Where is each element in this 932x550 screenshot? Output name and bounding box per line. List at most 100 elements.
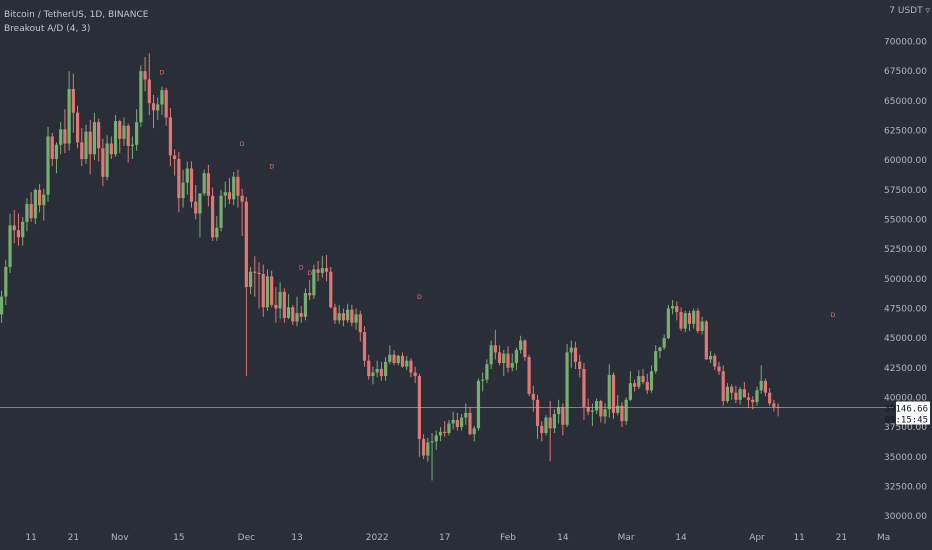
candle [557,399,561,424]
price-tick-label[interactable]: 67500.00 [884,67,927,77]
price-tick-label[interactable]: 30000.00 [884,512,927,522]
candle [232,172,236,206]
candle-body [725,386,730,401]
price-tick-label[interactable]: 65000.00 [884,97,927,107]
candle-body [620,405,624,422]
distribution-marker: D [269,163,274,170]
candle-body [388,354,392,362]
candle-body [455,419,459,428]
time-tick-label[interactable]: Mar [618,533,635,543]
candle [324,255,329,282]
time-tick-label[interactable]: 14 [675,533,687,543]
candle [92,112,97,161]
price-tick-label[interactable]: 60000.00 [884,156,927,166]
currency-label[interactable]: 7 USDT ▿ [889,6,930,16]
candle [147,53,151,116]
candle-body [308,293,312,296]
candle [519,335,523,354]
indicator-title[interactable]: Breakout A/D (4, 3) [4,24,91,34]
candle [282,288,286,323]
candle [523,339,527,361]
candle-body [257,272,261,275]
candle [67,71,71,151]
candle-body [324,268,329,272]
candle [54,142,59,174]
candle [388,345,392,365]
time-tick-label[interactable]: Feb [500,533,516,543]
candle-body [341,313,346,321]
candle [578,354,582,378]
candle-body [295,313,299,322]
candle-body [413,372,417,377]
symbol-title[interactable]: Bitcoin / TetherUS, 1D, BINANCE [4,10,149,20]
price-tick-label[interactable]: 50000.00 [884,275,927,285]
price-tick-label[interactable]: 42500.00 [884,364,927,374]
candle-body [624,399,628,422]
candle [481,372,485,392]
candle [628,371,632,401]
distribution-marker: D [299,264,304,271]
price-tick-label[interactable]: 55000.00 [884,215,927,225]
time-tick-label[interactable]: 17 [439,533,450,543]
time-tick-label[interactable]: Apr [749,533,765,543]
candle [185,161,189,195]
price-tick-label[interactable]: 32500.00 [884,482,927,492]
time-tick-label[interactable]: 13 [291,533,302,543]
price-axis[interactable]: 30000.00 32500.00 35000.00 37500.00 40000.00… [884,38,927,523]
price-tick-label[interactable]: 52500.00 [884,245,927,255]
candle-body [219,195,223,228]
candle [544,415,548,436]
time-tick-label[interactable]: 2022 [366,533,389,543]
candle-body [405,360,409,367]
candle-body [101,148,105,177]
candle [527,354,531,397]
price-tick-label[interactable]: 45000.00 [884,334,927,344]
time-tick-label[interactable]: Nov [111,533,129,543]
time-tick-label[interactable]: 15 [173,533,184,543]
price-tick-label[interactable]: 70000.00 [884,38,927,48]
price-tick-label[interactable]: 40000.00 [884,393,927,403]
time-tick-label[interactable]: 21 [68,533,79,543]
price-tick-label[interactable]: 37500.00 [884,423,927,433]
candle-body [16,230,21,238]
candle [704,320,708,360]
candle-body [270,276,274,305]
candle-body [29,204,33,219]
candle-body [772,403,776,407]
candle [151,94,156,129]
candle [16,213,21,246]
time-tick-label[interactable]: 11 [25,533,36,543]
candle [177,151,181,213]
candle-body [611,374,616,413]
candle-body [548,417,552,429]
candle [299,306,303,323]
candle [206,164,210,207]
candle-body [316,269,320,273]
candle [510,353,514,372]
price-tick-label[interactable]: 62500.00 [884,127,927,137]
candle-body [240,195,244,202]
candle [776,403,780,417]
time-tick-label[interactable]: Ma [877,533,890,543]
candle-body [493,345,497,353]
currency-dropdown-icon[interactable]: ▿ [925,6,930,16]
candle [219,189,223,232]
candle-body [595,400,599,411]
candle [400,352,405,368]
candle-body [147,79,151,104]
price-tick-label[interactable]: 57500.00 [884,186,927,196]
candle [616,395,620,416]
candle [687,310,692,331]
time-tick-label[interactable]: 21 [836,533,847,543]
candle [447,419,451,436]
time-tick-label[interactable]: Dec [238,533,255,543]
time-axis[interactable]: 11 21 Nov 15 Dec 13 2022 17 Feb 14 Mar 14 Apr 11 21 Ma [25,533,890,543]
candle [666,304,670,340]
time-tick-label[interactable]: 14 [557,533,569,543]
time-tick-label[interactable]: 11 [793,533,804,543]
price-tick-label[interactable]: 47500.00 [884,304,927,314]
candle [624,397,628,425]
candle [270,270,274,308]
price-tick-label[interactable]: 35000.00 [884,453,927,463]
